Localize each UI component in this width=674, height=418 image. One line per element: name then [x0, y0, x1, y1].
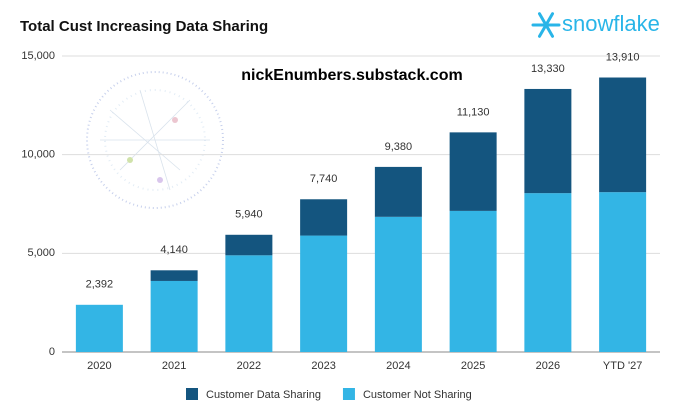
total-label: 13,910: [606, 51, 640, 63]
watermark: nickEnumbers.substack.com: [241, 67, 462, 84]
x-tick-label: YTD '27: [603, 360, 642, 372]
bar-segment: [524, 193, 572, 352]
bar-segment: [225, 255, 273, 352]
y-tick-label: 5,000: [27, 247, 55, 259]
bar-segment: [75, 304, 123, 352]
total-label: 5,940: [235, 209, 263, 221]
chart-title: Total Cust Increasing Data Sharing: [20, 18, 268, 35]
x-tick-label: 2025: [461, 360, 485, 372]
y-tick-label: 0: [49, 346, 55, 358]
total-label: 4,140: [160, 244, 188, 256]
legend-label: Customer Not Sharing: [363, 389, 472, 401]
bar-segment: [225, 234, 273, 256]
x-tick-label: 2022: [237, 360, 261, 372]
legend-swatch: [186, 388, 198, 400]
legend-swatch: [342, 388, 355, 400]
total-label: 11,130: [457, 106, 490, 118]
logo-icon: [531, 12, 561, 38]
logo-text: snowflake: [562, 11, 660, 36]
x-tick-label: 2023: [311, 360, 335, 372]
x-tick-label: 2024: [386, 360, 410, 372]
bar-segment: [300, 199, 348, 236]
bar-segment: [599, 77, 647, 193]
x-tick-label: 2026: [536, 360, 560, 372]
bar-segment: [300, 235, 348, 352]
y-tick-label: 15,000: [21, 50, 55, 62]
legend-label: Customer Data Sharing: [206, 389, 321, 401]
total-label: 7,740: [310, 173, 338, 185]
bar-segment: [150, 270, 198, 281]
bar-segment: [449, 132, 497, 211]
network-graphic: [86, 71, 224, 209]
bar-segment: [150, 280, 198, 352]
bar-segment: [599, 192, 647, 352]
x-tick-label: 2021: [162, 360, 186, 372]
bar-segment: [524, 88, 572, 194]
total-label: 2,392: [86, 279, 114, 291]
bar-segment: [449, 210, 497, 352]
x-tick-label: 2020: [87, 360, 111, 372]
bar-segment: [374, 166, 422, 217]
y-tick-label: 10,000: [21, 149, 55, 161]
total-label: 13,330: [531, 63, 565, 75]
total-label: 9,380: [385, 141, 413, 153]
bar-segment: [374, 216, 422, 352]
